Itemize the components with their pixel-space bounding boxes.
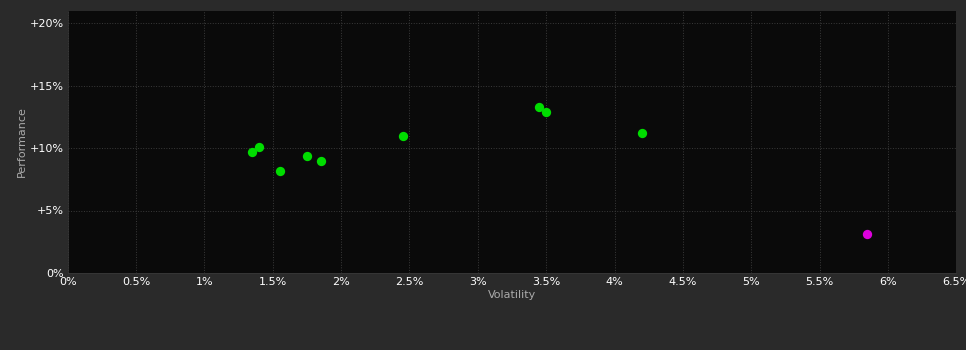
X-axis label: Volatility: Volatility: [488, 290, 536, 300]
Point: [531, 104, 547, 110]
Point: [860, 231, 875, 237]
Point: [395, 133, 411, 138]
Point: [299, 153, 315, 158]
Point: [634, 130, 649, 136]
Point: [313, 158, 328, 163]
Y-axis label: Performance: Performance: [16, 106, 26, 177]
Point: [538, 109, 554, 114]
Point: [244, 149, 260, 155]
Point: [251, 144, 267, 149]
Point: [271, 168, 287, 173]
